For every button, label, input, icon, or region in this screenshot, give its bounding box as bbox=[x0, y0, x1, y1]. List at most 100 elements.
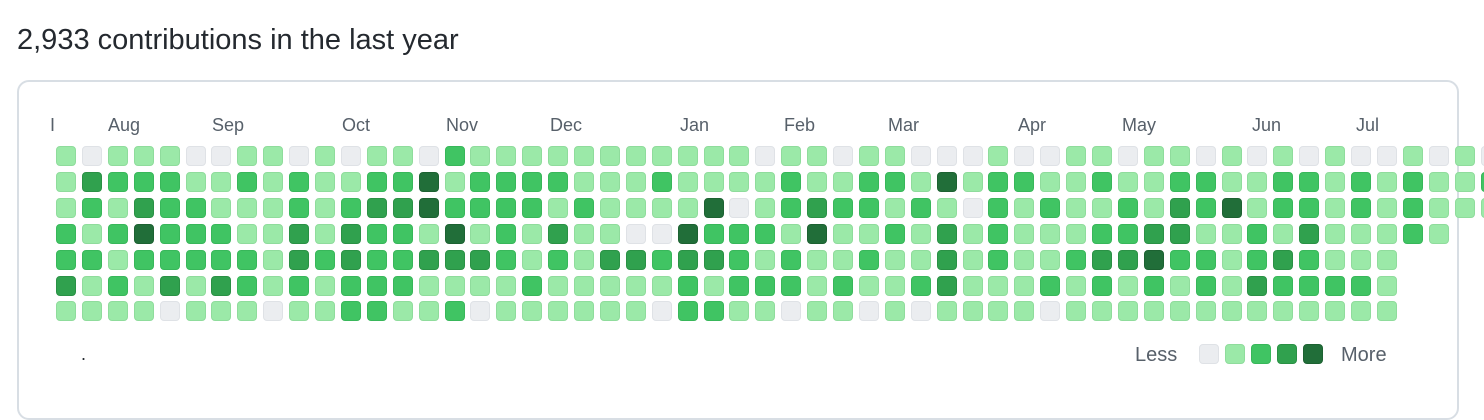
contribution-day-cell[interactable] bbox=[781, 198, 801, 218]
contribution-day-cell[interactable] bbox=[1066, 276, 1086, 296]
contribution-day-cell[interactable] bbox=[1144, 172, 1164, 192]
contribution-day-cell[interactable] bbox=[1299, 276, 1319, 296]
contribution-day-cell[interactable] bbox=[522, 301, 542, 321]
contribution-day-cell[interactable] bbox=[56, 224, 76, 244]
contribution-day-cell[interactable] bbox=[237, 172, 257, 192]
contribution-day-cell[interactable] bbox=[729, 224, 749, 244]
contribution-day-cell[interactable] bbox=[574, 146, 594, 166]
contribution-day-cell[interactable] bbox=[134, 224, 154, 244]
contribution-day-cell[interactable] bbox=[963, 172, 983, 192]
contribution-day-cell[interactable] bbox=[289, 146, 309, 166]
contribution-day-cell[interactable] bbox=[1351, 301, 1371, 321]
contribution-day-cell[interactable] bbox=[1351, 224, 1371, 244]
contribution-day-cell[interactable] bbox=[885, 224, 905, 244]
contribution-day-cell[interactable] bbox=[160, 301, 180, 321]
contribution-day-cell[interactable] bbox=[652, 276, 672, 296]
contribution-day-cell[interactable] bbox=[755, 250, 775, 270]
contribution-day-cell[interactable] bbox=[1144, 301, 1164, 321]
contribution-day-cell[interactable] bbox=[341, 301, 361, 321]
contribution-day-cell[interactable] bbox=[160, 250, 180, 270]
contribution-day-cell[interactable] bbox=[911, 198, 931, 218]
contribution-day-cell[interactable] bbox=[1092, 198, 1112, 218]
contribution-day-cell[interactable] bbox=[1325, 276, 1345, 296]
contribution-day-cell[interactable] bbox=[393, 276, 413, 296]
contribution-day-cell[interactable] bbox=[419, 250, 439, 270]
contribution-day-cell[interactable] bbox=[445, 146, 465, 166]
contribution-day-cell[interactable] bbox=[548, 172, 568, 192]
contribution-day-cell[interactable] bbox=[833, 224, 853, 244]
contribution-day-cell[interactable] bbox=[1014, 224, 1034, 244]
contribution-day-cell[interactable] bbox=[911, 172, 931, 192]
contribution-day-cell[interactable] bbox=[1040, 172, 1060, 192]
contribution-day-cell[interactable] bbox=[315, 224, 335, 244]
contribution-day-cell[interactable] bbox=[781, 224, 801, 244]
contribution-day-cell[interactable] bbox=[600, 224, 620, 244]
contribution-day-cell[interactable] bbox=[807, 224, 827, 244]
contribution-day-cell[interactable] bbox=[1066, 172, 1086, 192]
contribution-day-cell[interactable] bbox=[963, 146, 983, 166]
contribution-day-cell[interactable] bbox=[548, 276, 568, 296]
contribution-day-cell[interactable] bbox=[393, 172, 413, 192]
contribution-day-cell[interactable] bbox=[1247, 301, 1267, 321]
contribution-day-cell[interactable] bbox=[419, 224, 439, 244]
contribution-day-cell[interactable] bbox=[160, 172, 180, 192]
contribution-day-cell[interactable] bbox=[626, 276, 646, 296]
contribution-day-cell[interactable] bbox=[963, 301, 983, 321]
contribution-day-cell[interactable] bbox=[186, 276, 206, 296]
contribution-day-cell[interactable] bbox=[367, 276, 387, 296]
contribution-day-cell[interactable] bbox=[1170, 198, 1190, 218]
contribution-day-cell[interactable] bbox=[237, 146, 257, 166]
contribution-day-cell[interactable] bbox=[1092, 224, 1112, 244]
contribution-day-cell[interactable] bbox=[833, 301, 853, 321]
contribution-day-cell[interactable] bbox=[600, 198, 620, 218]
contribution-day-cell[interactable] bbox=[1403, 198, 1423, 218]
contribution-day-cell[interactable] bbox=[82, 172, 102, 192]
contribution-day-cell[interactable] bbox=[911, 146, 931, 166]
contribution-day-cell[interactable] bbox=[729, 301, 749, 321]
contribution-day-cell[interactable] bbox=[652, 224, 672, 244]
contribution-day-cell[interactable] bbox=[315, 301, 335, 321]
contribution-day-cell[interactable] bbox=[1066, 250, 1086, 270]
contribution-day-cell[interactable] bbox=[1222, 172, 1242, 192]
contribution-day-cell[interactable] bbox=[885, 146, 905, 166]
contribution-day-cell[interactable] bbox=[496, 250, 516, 270]
contribution-day-cell[interactable] bbox=[367, 172, 387, 192]
contribution-day-cell[interactable] bbox=[1325, 224, 1345, 244]
contribution-day-cell[interactable] bbox=[522, 146, 542, 166]
contribution-day-cell[interactable] bbox=[419, 276, 439, 296]
contribution-day-cell[interactable] bbox=[289, 250, 309, 270]
contribution-day-cell[interactable] bbox=[1066, 198, 1086, 218]
contribution-day-cell[interactable] bbox=[1299, 301, 1319, 321]
contribution-day-cell[interactable] bbox=[419, 301, 439, 321]
contribution-day-cell[interactable] bbox=[134, 276, 154, 296]
contribution-day-cell[interactable] bbox=[988, 172, 1008, 192]
contribution-day-cell[interactable] bbox=[652, 250, 672, 270]
contribution-day-cell[interactable] bbox=[807, 198, 827, 218]
contribution-day-cell[interactable] bbox=[807, 146, 827, 166]
contribution-day-cell[interactable] bbox=[263, 146, 283, 166]
contribution-day-cell[interactable] bbox=[652, 172, 672, 192]
contribution-day-cell[interactable] bbox=[1299, 250, 1319, 270]
contribution-day-cell[interactable] bbox=[833, 198, 853, 218]
contribution-day-cell[interactable] bbox=[704, 198, 724, 218]
contribution-day-cell[interactable] bbox=[108, 301, 128, 321]
contribution-day-cell[interactable] bbox=[315, 276, 335, 296]
contribution-day-cell[interactable] bbox=[263, 276, 283, 296]
contribution-day-cell[interactable] bbox=[186, 172, 206, 192]
contribution-day-cell[interactable] bbox=[1247, 250, 1267, 270]
contribution-day-cell[interactable] bbox=[678, 224, 698, 244]
contribution-day-cell[interactable] bbox=[626, 250, 646, 270]
contribution-day-cell[interactable] bbox=[56, 146, 76, 166]
contribution-day-cell[interactable] bbox=[781, 250, 801, 270]
contribution-day-cell[interactable] bbox=[1377, 224, 1397, 244]
contribution-day-cell[interactable] bbox=[1196, 224, 1216, 244]
contribution-day-cell[interactable] bbox=[678, 250, 698, 270]
contribution-day-cell[interactable] bbox=[522, 250, 542, 270]
contribution-day-cell[interactable] bbox=[937, 172, 957, 192]
contribution-day-cell[interactable] bbox=[108, 172, 128, 192]
contribution-day-cell[interactable] bbox=[1247, 224, 1267, 244]
contribution-day-cell[interactable] bbox=[859, 301, 879, 321]
contribution-day-cell[interactable] bbox=[1040, 224, 1060, 244]
contribution-day-cell[interactable] bbox=[1273, 276, 1293, 296]
contribution-day-cell[interactable] bbox=[704, 172, 724, 192]
